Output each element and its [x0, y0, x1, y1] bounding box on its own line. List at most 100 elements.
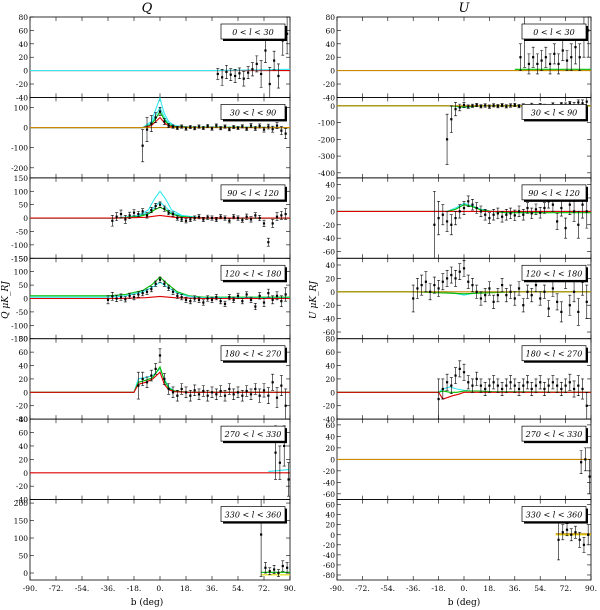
data-point	[479, 205, 483, 218]
data-point	[206, 295, 210, 302]
panel-range-label: 30 < l < 90	[230, 108, 277, 117]
data-point	[582, 536, 586, 553]
y-tick-label: 80	[325, 13, 335, 22]
data-point	[167, 383, 171, 395]
data-point	[504, 288, 508, 303]
y-tick-label: -150	[11, 254, 28, 263]
plot-area	[30, 348, 290, 420]
data-point	[201, 385, 205, 397]
data-point	[276, 569, 280, 577]
data-point	[236, 215, 240, 221]
data-point	[586, 17, 590, 58]
data-point	[271, 219, 275, 228]
y-tick-label: 0	[23, 124, 28, 133]
y-tick-label: -20	[323, 221, 335, 230]
y-tick-label: 60	[18, 429, 28, 438]
label-box	[220, 104, 286, 120]
data-point	[284, 388, 288, 420]
data-point	[530, 207, 534, 220]
data-point	[470, 199, 474, 211]
panel-q-5: -40 -20 0 20 40 60 80 180 < l < 270	[16, 335, 291, 424]
x-tick-label: -90.	[330, 584, 344, 593]
y-tick-label: 60	[325, 348, 335, 357]
data-point	[253, 383, 257, 395]
data-point	[206, 390, 210, 402]
data-point	[149, 369, 153, 382]
label-box	[220, 345, 286, 362]
series-cyan	[268, 468, 290, 472]
data-point	[555, 293, 559, 311]
data-point	[578, 531, 582, 548]
data-point	[110, 292, 114, 301]
y-tick-label: 20	[18, 375, 28, 384]
y-tick-label: 40	[325, 362, 335, 371]
data-point	[466, 104, 470, 109]
x-tick-label: -54.	[75, 584, 89, 593]
x-tick-label: 54.	[534, 584, 546, 593]
data-point	[193, 384, 197, 396]
data-point	[517, 381, 521, 396]
data-point	[175, 126, 179, 130]
data-point	[219, 214, 223, 220]
data-point	[249, 296, 253, 303]
y-tick-label: -40	[323, 93, 335, 102]
label-box	[220, 425, 286, 442]
y-tick-label: 60	[18, 348, 28, 357]
y-tick-label: 100	[14, 103, 29, 112]
data-point	[220, 68, 224, 86]
data-point	[262, 383, 266, 398]
plot-area	[337, 17, 591, 75]
y-tick-label: -20	[323, 402, 335, 411]
plot-area	[30, 190, 290, 247]
data-point	[449, 377, 453, 394]
data-point	[188, 216, 192, 222]
column-title-u: U	[459, 1, 471, 16]
data-point	[149, 115, 153, 132]
data-point	[136, 291, 140, 298]
data-point	[538, 291, 542, 306]
data-point	[224, 64, 228, 79]
data-point	[547, 378, 551, 393]
y-tick-label: -20	[16, 402, 28, 411]
data-point	[154, 363, 158, 375]
data-point	[232, 388, 236, 401]
data-point	[492, 103, 496, 108]
panel-range-label: 90 < l < 120	[528, 189, 580, 198]
data-point	[216, 68, 220, 80]
data-point	[253, 126, 257, 131]
data-point	[236, 386, 240, 398]
data-point	[420, 274, 424, 296]
y-tick-label: 0	[330, 455, 335, 464]
data-point	[271, 295, 275, 305]
data-point	[175, 390, 179, 402]
data-point	[483, 288, 487, 303]
data-point	[223, 215, 227, 221]
data-point	[509, 207, 513, 220]
data-point	[136, 371, 140, 400]
series-cyan	[30, 68, 290, 72]
data-point	[437, 201, 441, 236]
data-point	[573, 525, 577, 539]
label-box	[521, 264, 587, 281]
data-point	[193, 295, 197, 302]
data-point	[504, 378, 508, 393]
data-point	[458, 263, 462, 281]
y-tick-label: 0	[330, 207, 335, 216]
data-point	[557, 519, 561, 561]
y-tick-label: -100	[318, 119, 335, 128]
data-point	[588, 459, 591, 495]
y-tick-label: 20	[325, 194, 335, 203]
data-point	[201, 216, 205, 222]
data-point	[167, 284, 171, 291]
data-point	[581, 378, 585, 400]
data-point	[214, 216, 218, 222]
data-point	[285, 562, 289, 574]
data-point	[492, 375, 496, 390]
data-point	[285, 17, 289, 55]
data-point	[449, 214, 453, 236]
data-point	[149, 286, 153, 293]
data-point	[123, 296, 127, 303]
data-point	[287, 462, 290, 497]
data-point	[197, 214, 201, 220]
data-point	[568, 294, 572, 316]
